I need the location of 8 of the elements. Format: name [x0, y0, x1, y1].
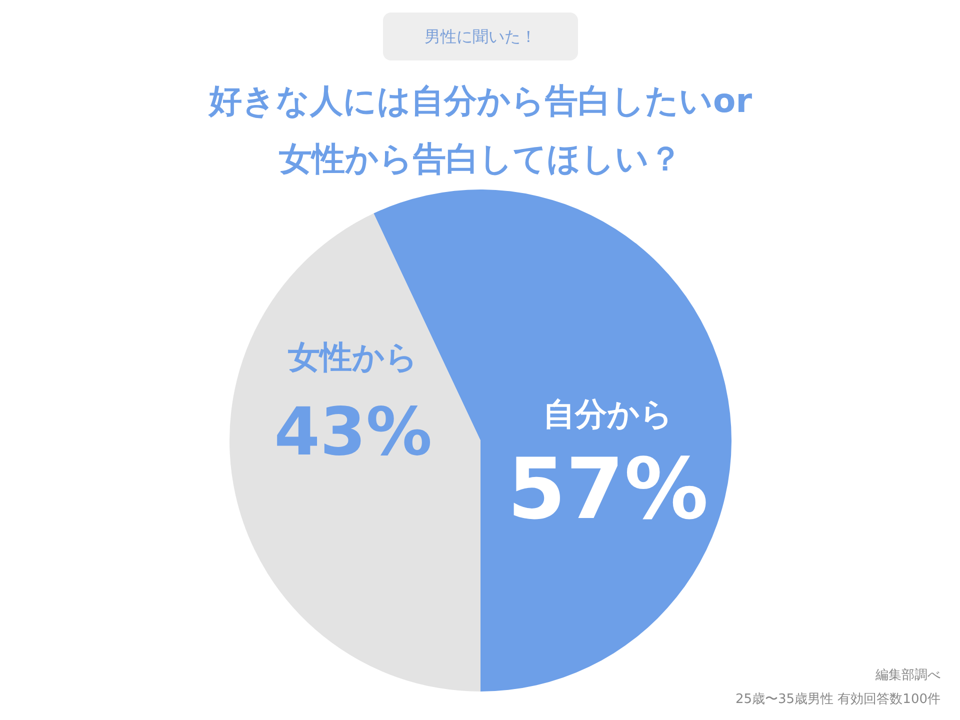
data-label: 43% [274, 394, 432, 471]
chart-title: 好きな人には自分から告白したいor 女性から告白してほしい？ [207, 81, 753, 178]
text: 25歳〜35歳男性 有効回答数100件 [735, 692, 940, 707]
text: 編集部調べ [874, 668, 940, 683]
chart-subtitle: 男性に聞いた！ [424, 27, 536, 46]
slice-label: 自分から [542, 394, 673, 433]
data-label: 57% [507, 440, 708, 538]
slice-label: 女性から [287, 338, 418, 376]
